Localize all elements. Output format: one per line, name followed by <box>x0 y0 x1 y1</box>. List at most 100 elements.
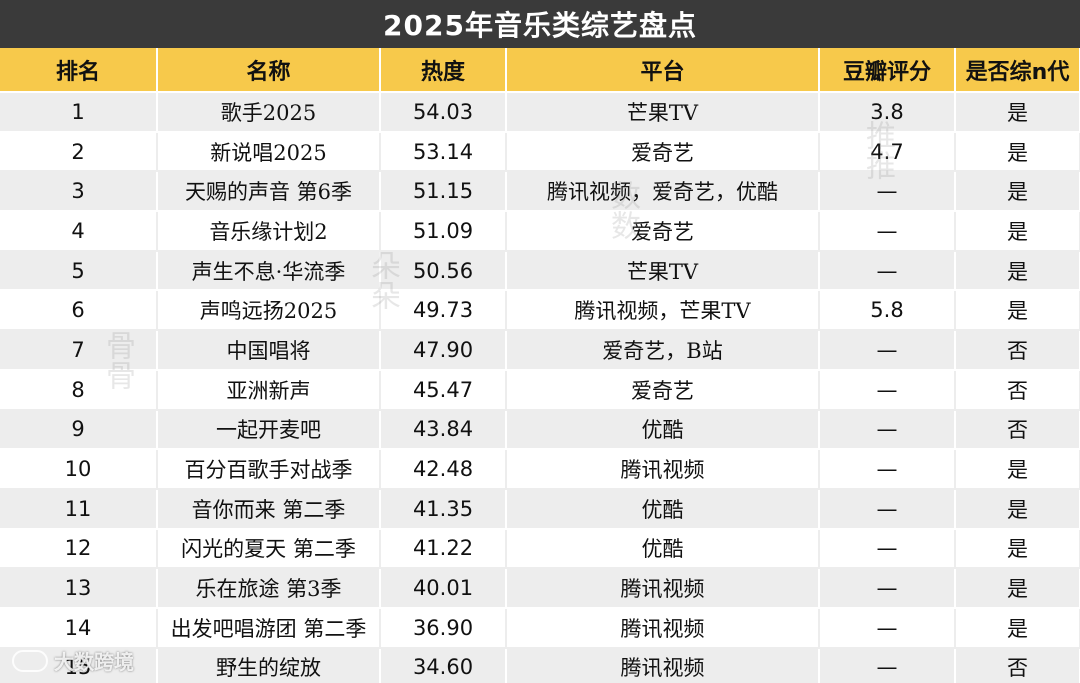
cell-rank: 9 <box>0 409 158 451</box>
cell-heat: 42.48 <box>380 449 507 490</box>
cell-name: 闪光的夏天 第二季 <box>157 528 381 570</box>
cell-rank: 10 <box>0 449 158 490</box>
cell-name: 新说唱2025 <box>157 131 381 173</box>
table-row: 6 声鸣远扬2025 49.73 腾讯视频，芒果TV 5.8 是 <box>0 290 1080 332</box>
cell-heat: 50.56 <box>380 250 507 292</box>
cell-heat: 53.14 <box>380 131 507 173</box>
cell-platform: 优酷 <box>506 528 820 570</box>
cell-is-sequel: 是 <box>955 290 1080 332</box>
table-row: 5 声生不息·华流季 50.56 芒果TV — 是 <box>0 250 1080 292</box>
cell-is-sequel: 否 <box>955 330 1080 371</box>
cell-is-sequel: 是 <box>955 171 1080 213</box>
cell-rank: 12 <box>0 528 158 570</box>
cell-platform: 腾讯视频 <box>506 449 820 490</box>
cell-is-sequel: 是 <box>955 250 1080 292</box>
cell-rank: 13 <box>0 568 158 609</box>
cell-heat: 34.60 <box>380 647 507 683</box>
cell-heat: 54.03 <box>380 92 507 133</box>
cell-is-sequel: 是 <box>955 607 1080 649</box>
brand-logo-icon <box>12 649 48 672</box>
cell-platform: 爱奇艺 <box>506 131 820 173</box>
brand-watermark: 大数跨境 <box>12 646 134 675</box>
cell-douban-score: — <box>819 250 956 292</box>
cell-name: 出发吧唱游团 第二季 <box>157 607 381 649</box>
cell-douban-score: — <box>819 568 956 609</box>
cell-rank: 4 <box>0 211 158 252</box>
cell-is-sequel: 是 <box>955 488 1080 530</box>
cell-douban-score: — <box>819 369 956 411</box>
table-row: 9 一起开麦吧 43.84 优酷 — 否 <box>0 409 1080 451</box>
cell-rank: 15 <box>0 647 158 683</box>
cell-is-sequel: 否 <box>955 647 1080 683</box>
cell-rank: 2 <box>0 131 158 173</box>
header-name: 名称 <box>157 48 381 93</box>
table-row: 11 音你而来 第二季 41.35 优酷 — 是 <box>0 488 1080 530</box>
cell-rank: 5 <box>0 250 158 292</box>
table-row: 8 亚洲新声 45.47 爱奇艺 — 否 <box>0 369 1080 411</box>
cell-platform: 腾讯视频 <box>506 568 820 609</box>
cell-name: 声鸣远扬2025 <box>157 290 381 332</box>
table-row: 14 出发吧唱游团 第二季 36.90 腾讯视频 — 是 <box>0 607 1080 649</box>
cell-heat: 51.09 <box>380 211 507 252</box>
cell-rank: 7 <box>0 330 158 371</box>
cell-douban-score: — <box>819 330 956 371</box>
cell-name: 音你而来 第二季 <box>157 488 381 530</box>
cell-is-sequel: 是 <box>955 131 1080 173</box>
cell-douban-score: — <box>819 488 956 530</box>
cell-douban-score: — <box>819 171 956 213</box>
cell-douban-score: — <box>819 647 956 683</box>
cell-is-sequel: 是 <box>955 211 1080 252</box>
cell-name: 百分百歌手对战季 <box>157 449 381 490</box>
cell-heat: 47.90 <box>380 330 507 371</box>
header-douban-score: 豆瓣评分 <box>819 48 956 93</box>
cell-is-sequel: 否 <box>955 409 1080 451</box>
cell-platform: 腾讯视频，爱奇艺，优酷 <box>506 171 820 213</box>
ranking-table: 排名 名称 热度 平台 豆瓣评分 是否综n代 1 歌手2025 54.03 芒果TV 3… <box>0 48 1080 683</box>
cell-rank: 3 <box>0 171 158 213</box>
table-row: 13 乐在旅途 第3季 40.01 腾讯视频 — 是 <box>0 568 1080 609</box>
cell-platform: 优酷 <box>506 409 820 451</box>
cell-rank: 11 <box>0 488 158 530</box>
cell-is-sequel: 否 <box>955 369 1080 411</box>
cell-name: 野生的绽放 <box>157 647 381 683</box>
brand-name: 大数跨境 <box>54 650 134 674</box>
table-row: 3 天赐的声音 第6季 51.15 腾讯视频，爱奇艺，优酷 — 是 <box>0 171 1080 213</box>
cell-name: 音乐缘计划2 <box>157 211 381 252</box>
table-row: 1 歌手2025 54.03 芒果TV 3.8 是 <box>0 92 1080 133</box>
cell-rank: 1 <box>0 92 158 133</box>
table-row: 7 中国唱将 47.90 爱奇艺，B站 — 否 <box>0 330 1080 371</box>
cell-is-sequel: 是 <box>955 449 1080 490</box>
cell-platform: 腾讯视频 <box>506 607 820 649</box>
table-row: 4 音乐缘计划2 51.09 爱奇艺 — 是 <box>0 211 1080 252</box>
cell-platform: 腾讯视频 <box>506 647 820 683</box>
cell-douban-score: — <box>819 211 956 252</box>
cell-platform: 芒果TV <box>506 92 820 133</box>
cell-rank: 6 <box>0 290 158 332</box>
cell-heat: 41.35 <box>380 488 507 530</box>
cell-is-sequel: 是 <box>955 92 1080 133</box>
cell-douban-score: — <box>819 409 956 451</box>
cell-name: 一起开麦吧 <box>157 409 381 451</box>
cell-is-sequel: 是 <box>955 568 1080 609</box>
cell-heat: 51.15 <box>380 171 507 213</box>
cell-douban-score: — <box>819 449 956 490</box>
cell-heat: 36.90 <box>380 607 507 649</box>
cell-name: 中国唱将 <box>157 330 381 371</box>
cell-platform: 优酷 <box>506 488 820 530</box>
header-rank: 排名 <box>0 48 158 93</box>
cell-heat: 40.01 <box>380 568 507 609</box>
table-row: 15 野生的绽放 34.60 腾讯视频 — 否 <box>0 647 1080 683</box>
cell-name: 歌手2025 <box>157 92 381 133</box>
header-platform: 平台 <box>506 48 820 93</box>
cell-douban-score: — <box>819 528 956 570</box>
cell-douban-score: — <box>819 607 956 649</box>
cell-platform: 爱奇艺，B站 <box>506 330 820 371</box>
cell-platform: 爱奇艺 <box>506 369 820 411</box>
cell-douban-score: 3.8 <box>819 92 956 133</box>
cell-heat: 45.47 <box>380 369 507 411</box>
cell-heat: 49.73 <box>380 290 507 332</box>
cell-platform: 芒果TV <box>506 250 820 292</box>
cell-rank: 14 <box>0 607 158 649</box>
table-row: 10 百分百歌手对战季 42.48 腾讯视频 — 是 <box>0 449 1080 490</box>
cell-platform: 爱奇艺 <box>506 211 820 252</box>
